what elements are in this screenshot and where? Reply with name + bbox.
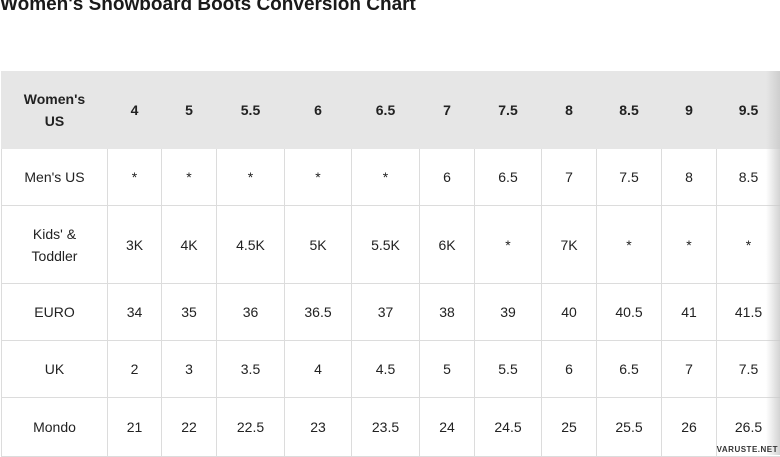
- header-size: 6: [285, 72, 352, 149]
- header-label: Women's US: [2, 72, 108, 149]
- table-cell: 5.5K: [352, 206, 420, 284]
- table-cell: 5.5: [475, 341, 542, 398]
- table-cell: *: [217, 149, 285, 206]
- table-cell: *: [662, 206, 717, 284]
- header-size: 5: [162, 72, 217, 149]
- table-cell: *: [352, 149, 420, 206]
- table-cell: 4: [285, 341, 352, 398]
- table-cell: 6K: [420, 206, 475, 284]
- table-cell: 3K: [108, 206, 162, 284]
- header-size: 4: [108, 72, 162, 149]
- table-cell: 4.5K: [217, 206, 285, 284]
- table-cell: 25.5: [597, 398, 662, 457]
- table-cell: 39: [475, 284, 542, 341]
- table-cell: 23: [285, 398, 352, 457]
- table-cell: 5: [420, 341, 475, 398]
- table-cell: 7: [542, 149, 597, 206]
- table-cell: 24: [420, 398, 475, 457]
- table-cell: 22.5: [217, 398, 285, 457]
- scroll-shadow: [766, 71, 780, 455]
- table-cell: 40: [542, 284, 597, 341]
- table-cell: 35: [162, 284, 217, 341]
- table-cell: 36.5: [285, 284, 352, 341]
- table-cell: 25: [542, 398, 597, 457]
- row-label: Mondo: [2, 398, 108, 457]
- row-label: EURO: [2, 284, 108, 341]
- table-cell: 22: [162, 398, 217, 457]
- table-cell: 8: [662, 149, 717, 206]
- header-size: 7: [420, 72, 475, 149]
- table-cell: 40.5: [597, 284, 662, 341]
- table-cell: 3: [162, 341, 217, 398]
- table-cell: 4.5: [352, 341, 420, 398]
- table-cell: *: [108, 149, 162, 206]
- row-label: Kids' & Toddler: [2, 206, 108, 284]
- table-cell: 7: [662, 341, 717, 398]
- header-size: 6.5: [352, 72, 420, 149]
- table-cell: 4K: [162, 206, 217, 284]
- table-cell: 38: [420, 284, 475, 341]
- table-cell: 37: [352, 284, 420, 341]
- table-cell: 24.5: [475, 398, 542, 457]
- table-cell: 36: [217, 284, 285, 341]
- row-label: Men's US: [2, 149, 108, 206]
- header-size: 5.5: [217, 72, 285, 149]
- page-title: Women's Snowboard Boots Conversion Chart: [0, 0, 416, 16]
- table-cell: *: [475, 206, 542, 284]
- table-cell: 6.5: [475, 149, 542, 206]
- table-cell: 26: [662, 398, 717, 457]
- table-cell: 7.5: [597, 149, 662, 206]
- watermark: VARUSTE.NET: [717, 445, 778, 454]
- row-label: UK: [2, 341, 108, 398]
- table-cell: 21: [108, 398, 162, 457]
- table-cell: 6: [420, 149, 475, 206]
- table-cell: *: [162, 149, 217, 206]
- table-cell: 7K: [542, 206, 597, 284]
- table-cell: *: [597, 206, 662, 284]
- table-cell: 2: [108, 341, 162, 398]
- table-cell: 41: [662, 284, 717, 341]
- table-cell: 6: [542, 341, 597, 398]
- header-size: 7.5: [475, 72, 542, 149]
- table-cell: 34: [108, 284, 162, 341]
- table-cell: 6.5: [597, 341, 662, 398]
- table-cell: 23.5: [352, 398, 420, 457]
- header-size: 9: [662, 72, 717, 149]
- header-size: 8.5: [597, 72, 662, 149]
- table-cell: 3.5: [217, 341, 285, 398]
- header-size: 8: [542, 72, 597, 149]
- table-cell: 5K: [285, 206, 352, 284]
- table-cell: *: [285, 149, 352, 206]
